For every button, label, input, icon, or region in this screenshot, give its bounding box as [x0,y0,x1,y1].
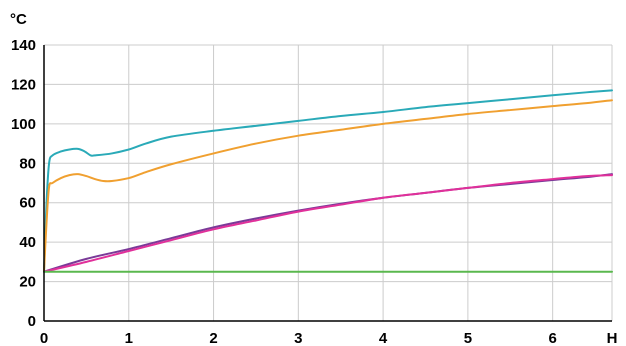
y-axis-unit-label: °C [10,11,27,28]
y-tick-label: 80 [19,155,36,172]
grid [44,44,613,321]
series-line-2 [43,99,613,273]
x-axis-unit-label: H [607,330,618,346]
y-tick-label: 100 [11,116,36,133]
y-tick-label: 40 [19,234,36,251]
x-tick-label: 6 [548,330,556,346]
x-tick-label: 0 [40,330,48,346]
y-tick-label: 60 [19,195,36,212]
x-tick-label: 4 [379,330,388,346]
series-line-1 [43,89,613,273]
y-tick-label: 20 [19,274,36,291]
tick-labels: 0 20 40 60 80 100 120 140 0 1 2 3 4 5 6 [11,37,557,346]
y-tick-label: 120 [11,76,36,93]
x-tick-label: 3 [294,330,302,346]
x-tick-label: 1 [125,330,133,346]
series-group [43,89,613,273]
y-tick-label: 140 [11,37,36,54]
y-tick-label: 0 [28,313,36,330]
series-line-4 [43,174,613,273]
x-tick-label: 5 [464,330,472,346]
x-tick-label: 2 [209,330,217,346]
axes [43,45,612,322]
